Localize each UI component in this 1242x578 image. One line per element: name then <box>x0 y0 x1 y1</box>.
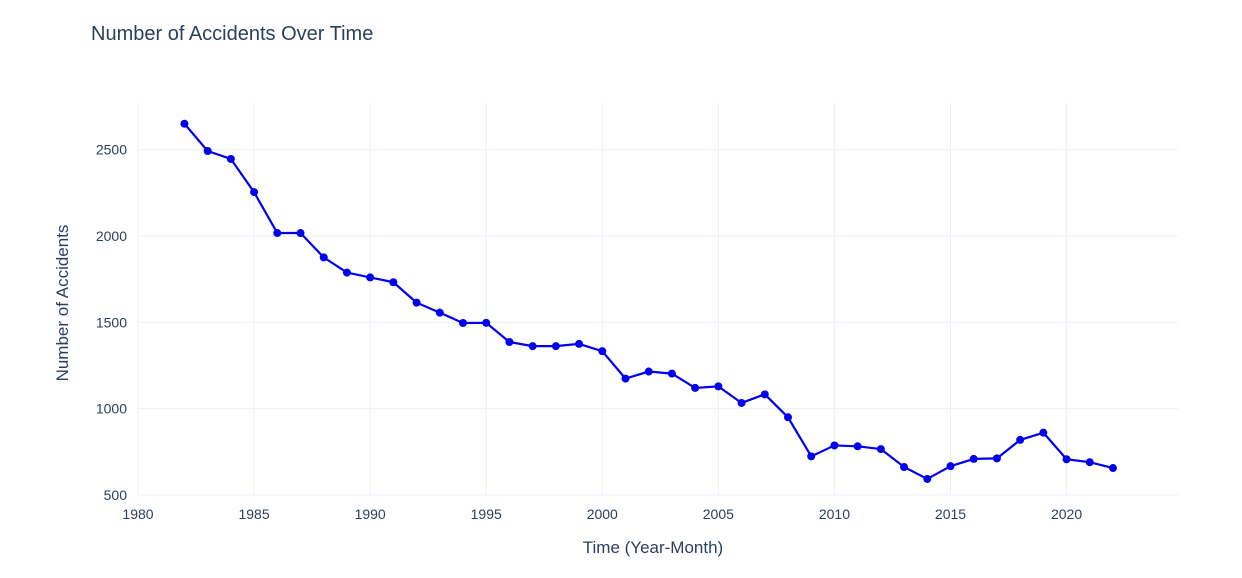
data-point[interactable] <box>551 342 560 351</box>
x-tick-label: 2010 <box>819 506 850 522</box>
data-point[interactable] <box>737 398 746 407</box>
data-point[interactable] <box>203 147 212 156</box>
data-point[interactable] <box>528 342 537 351</box>
chart-title: Number of Accidents Over Time <box>91 23 373 45</box>
data-point[interactable] <box>1039 428 1048 437</box>
data-point[interactable] <box>366 273 375 282</box>
grid <box>137 103 1178 496</box>
data-point[interactable] <box>459 319 467 328</box>
data-point[interactable] <box>342 268 351 277</box>
data-point[interactable] <box>830 441 839 450</box>
data-point[interactable] <box>900 463 909 472</box>
data-point[interactable] <box>1109 464 1117 473</box>
data-point[interactable] <box>621 374 630 383</box>
data-point[interactable] <box>807 452 816 461</box>
data-point[interactable] <box>969 454 978 463</box>
x-tick-label: 1995 <box>471 506 502 522</box>
data-point[interactable] <box>946 462 955 471</box>
data-point[interactable] <box>923 474 932 483</box>
data-point[interactable] <box>575 339 584 348</box>
data-point[interactable] <box>1062 455 1071 464</box>
data-point[interactable] <box>435 308 444 317</box>
data-point[interactable] <box>644 367 653 376</box>
data-point[interactable] <box>714 382 723 391</box>
data-point[interactable] <box>296 229 305 238</box>
data-point[interactable] <box>760 390 769 399</box>
data-point[interactable] <box>853 442 862 451</box>
x-tick-label: 2020 <box>1051 506 1082 522</box>
data-point[interactable] <box>1016 435 1025 444</box>
y-axis-title: Number of Accidents <box>53 225 72 382</box>
data-point[interactable] <box>319 253 328 262</box>
data-point[interactable] <box>482 318 491 327</box>
series-line <box>183 123 1114 481</box>
data-point[interactable] <box>876 445 885 454</box>
y-tick-label: 2000 <box>96 228 127 244</box>
data-point[interactable] <box>598 347 607 356</box>
data-point[interactable] <box>784 413 792 422</box>
y-tick-label: 1500 <box>96 314 127 330</box>
data-point[interactable] <box>250 188 259 197</box>
x-tick-label: 2005 <box>703 506 734 522</box>
data-series <box>180 119 1117 483</box>
x-tick-label: 1980 <box>122 506 153 522</box>
data-point[interactable] <box>505 337 514 346</box>
data-point[interactable] <box>412 298 421 307</box>
data-point[interactable] <box>667 369 676 378</box>
x-tick-label: 1985 <box>238 506 269 522</box>
data-point[interactable] <box>226 154 235 163</box>
data-point[interactable] <box>1085 458 1094 467</box>
y-tick-label: 500 <box>104 487 128 503</box>
data-point[interactable] <box>691 383 700 392</box>
data-point[interactable] <box>389 278 398 287</box>
data-point[interactable] <box>992 454 1001 463</box>
data-point[interactable] <box>273 229 282 238</box>
axes: 1980 1985 1990 1995 2000 2005 2010 2015 2020 500 1… <box>96 142 1083 522</box>
data-point[interactable] <box>180 119 189 128</box>
x-tick-label: 1990 <box>355 506 386 522</box>
x-tick-label: 2000 <box>587 506 618 522</box>
y-tick-label: 2500 <box>96 142 127 158</box>
y-tick-label: 1000 <box>96 401 127 417</box>
x-tick-label: 2015 <box>935 506 966 522</box>
x-axis-title: Time (Year-Month) <box>583 538 723 557</box>
